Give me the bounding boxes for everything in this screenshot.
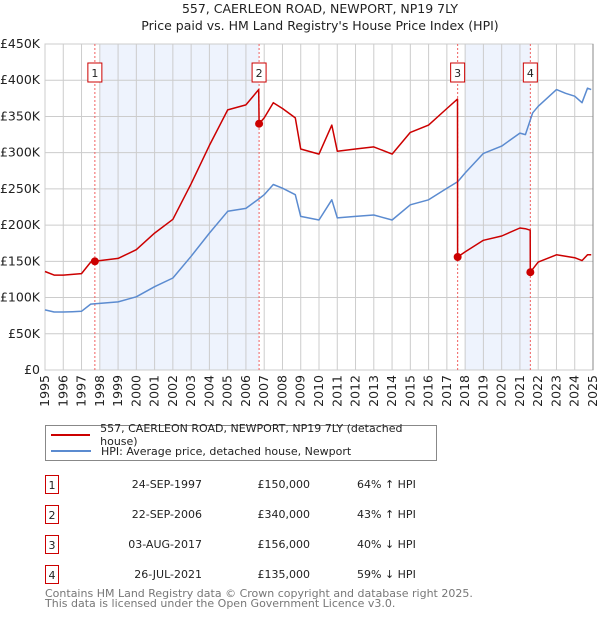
x-tick-label: 2007 bbox=[256, 375, 271, 407]
transaction-number: 2 bbox=[45, 505, 59, 524]
sale-label-box bbox=[87, 62, 103, 83]
x-tick-label: 2018 bbox=[457, 375, 472, 407]
shaded-range bbox=[465, 44, 531, 370]
chart-title: 557, CAERLEON ROAD, NEWPORT, NP19 7LY bbox=[182, 1, 458, 16]
transaction-price: £340,000 bbox=[257, 508, 311, 521]
sale-point bbox=[255, 119, 264, 128]
transaction-number: 3 bbox=[45, 535, 59, 554]
transaction-hpi-diff: 59% ↓ HPI bbox=[357, 568, 416, 581]
sale-label: 1 bbox=[91, 67, 98, 80]
x-tick-label: 2017 bbox=[439, 375, 454, 407]
x-tick-label: 2019 bbox=[475, 375, 490, 407]
y-tick-label: £400K bbox=[0, 72, 41, 87]
x-tick-label: 2014 bbox=[384, 375, 399, 407]
x-tick-label: 2005 bbox=[220, 375, 235, 407]
x-tick-label: 2003 bbox=[183, 375, 198, 407]
transaction-number: 4 bbox=[45, 565, 59, 584]
legend-item-hpi: HPI: Average price, detached house, Newp… bbox=[46, 443, 351, 459]
sale-point bbox=[90, 257, 99, 266]
y-tick-label: £0 bbox=[24, 362, 40, 377]
footer-copyright: Contains HM Land Registry data © Crown c… bbox=[45, 587, 473, 600]
y-tick-label: £150K bbox=[0, 253, 41, 268]
transaction-number: 1 bbox=[45, 475, 59, 494]
x-tick-label: 2021 bbox=[512, 375, 527, 407]
transaction-date: 24-SEP-1997 bbox=[131, 478, 202, 491]
x-tick-label: 2010 bbox=[311, 375, 326, 407]
sale-label: 2 bbox=[256, 67, 263, 80]
transaction-price: £150,000 bbox=[257, 478, 311, 491]
transaction-date: 22-SEP-2006 bbox=[131, 508, 202, 521]
footer: Contains HM Land Registry data © Crown c… bbox=[45, 587, 473, 610]
y-tick-label: £100K bbox=[0, 290, 41, 305]
x-tick-label: 1998 bbox=[92, 375, 107, 407]
price-chart: 557, CAERLEON ROAD, NEWPORT, NP19 7LY Pr… bbox=[0, 1, 600, 407]
y-tick-label: £250K bbox=[0, 181, 41, 196]
y-tick-label: £450K bbox=[0, 36, 41, 51]
transaction-date: 03-AUG-2017 bbox=[128, 538, 202, 551]
x-tick-label: 2001 bbox=[147, 375, 162, 407]
x-tick-label: 2009 bbox=[293, 375, 308, 407]
transaction-price: £156,000 bbox=[257, 538, 311, 551]
sale-point bbox=[526, 268, 535, 277]
x-tick-label: 2012 bbox=[348, 375, 363, 407]
x-tick-label: 2008 bbox=[274, 375, 289, 407]
footer-licence: This data is licensed under the Open Gov… bbox=[45, 597, 396, 610]
series-line bbox=[44, 87, 592, 313]
x-tick-label: 2022 bbox=[530, 375, 545, 407]
sale-label: 3 bbox=[454, 67, 461, 80]
y-tick-label: £300K bbox=[0, 145, 41, 160]
x-tick-label: 2025 bbox=[585, 375, 600, 407]
x-tick-label: 2002 bbox=[165, 375, 180, 407]
transaction-hpi-diff: 64% ↑ HPI bbox=[357, 478, 416, 491]
transaction-row: 1 24-SEP-1997 £150,000 64% ↑ HPI bbox=[45, 475, 465, 495]
series-line bbox=[44, 88, 592, 276]
transaction-row: 3 03-AUG-2017 £156,000 40% ↓ HPI bbox=[45, 535, 465, 555]
legend-label: HPI: Average price, detached house, Newp… bbox=[101, 444, 352, 458]
x-tick-label: 1996 bbox=[55, 375, 70, 407]
x-tick-label: 2013 bbox=[366, 375, 381, 407]
transaction-row: 2 22-SEP-2006 £340,000 43% ↑ HPI bbox=[45, 505, 465, 525]
y-tick-label: £200K bbox=[0, 217, 41, 232]
x-tick-label: 1997 bbox=[74, 375, 89, 407]
transaction-row: 4 26-JUL-2021 £135,000 59% ↓ HPI bbox=[45, 565, 465, 585]
y-tick-label: £50K bbox=[8, 326, 41, 341]
sale-point bbox=[453, 252, 462, 261]
legend-swatch-blue bbox=[51, 450, 91, 452]
x-tick-label: 2011 bbox=[329, 375, 344, 407]
transaction-hpi-diff: 40% ↓ HPI bbox=[357, 538, 416, 551]
legend-item-property: 557, CAERLEON ROAD, NEWPORT, NP19 7LY (d… bbox=[46, 422, 436, 448]
x-tick-label: 2004 bbox=[201, 375, 216, 407]
sale-label-box bbox=[450, 62, 466, 83]
x-tick-label: 2024 bbox=[567, 375, 582, 407]
x-tick-label: 2015 bbox=[402, 375, 417, 407]
sale-label-box bbox=[522, 62, 538, 83]
transaction-date: 26-JUL-2021 bbox=[134, 568, 202, 581]
x-tick-label: 2000 bbox=[128, 375, 143, 407]
legend-swatch-red bbox=[51, 434, 91, 436]
x-tick-label: 2006 bbox=[238, 375, 253, 407]
sale-label: 4 bbox=[527, 67, 534, 80]
x-tick-label: 1995 bbox=[37, 375, 52, 407]
x-tick-label: 2016 bbox=[421, 375, 436, 407]
sale-label-box bbox=[251, 62, 267, 83]
transaction-price: £135,000 bbox=[257, 568, 311, 581]
x-tick-label: 2023 bbox=[548, 375, 563, 407]
x-tick-label: 1999 bbox=[110, 375, 125, 407]
y-tick-label: £350K bbox=[0, 108, 41, 123]
chart-subtitle: Price paid vs. HM Land Registry's House … bbox=[141, 18, 498, 33]
transaction-hpi-diff: 43% ↑ HPI bbox=[357, 508, 416, 521]
legend-label: 557, CAERLEON ROAD, NEWPORT, NP19 7LY (d… bbox=[100, 422, 403, 448]
x-tick-label: 2020 bbox=[494, 375, 509, 407]
legend: 557, CAERLEON ROAD, NEWPORT, NP19 7LY (d… bbox=[45, 422, 437, 461]
